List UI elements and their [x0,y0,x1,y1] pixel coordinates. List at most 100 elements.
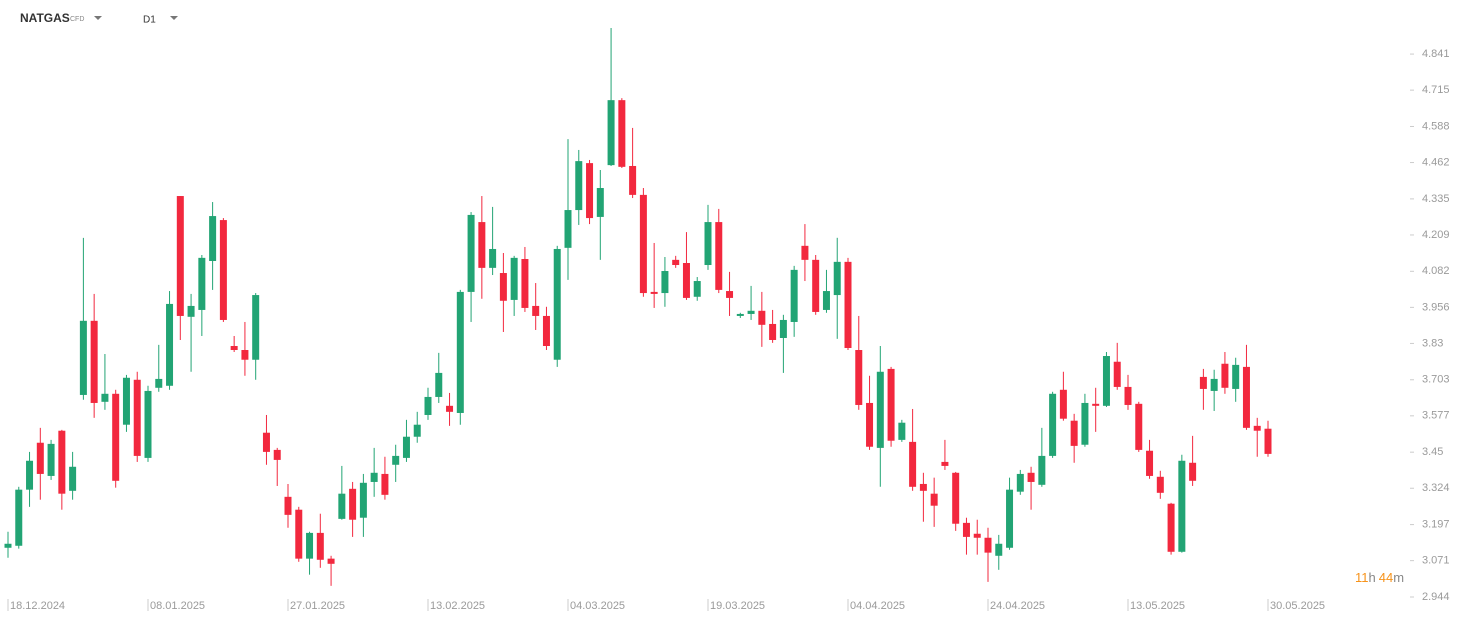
y-tick-label: 4.462 [1422,156,1450,168]
candle-body [1221,363,1229,388]
candle-body [726,291,734,298]
candle-body [327,558,335,564]
candle-body [446,405,454,412]
candle-body [230,346,238,351]
candle-body [930,493,938,506]
candle-body [801,245,809,260]
y-tick-label: 4.841 [1422,48,1450,60]
candle-body [316,532,324,560]
candle-body [855,350,863,405]
timeframe[interactable]: D1 [143,15,156,26]
candle-body [639,194,647,294]
candle-body [715,222,723,290]
y-tick-label: 3.703 [1422,374,1450,386]
candle-body [1016,473,1024,492]
candle-body [155,378,163,388]
candle-body [1027,472,1035,482]
symbol[interactable]: NATGAS [20,11,70,25]
candle-body [962,522,970,537]
candle-body [984,537,992,553]
y-tick-label: 3.83 [1422,337,1443,349]
countdown-hours: 11 [1355,570,1369,585]
y-tick-label: 3.45 [1422,446,1443,458]
candle-body [90,320,98,403]
candle-body [1178,460,1186,552]
candle-body [521,258,529,308]
countdown-unit: m [1393,570,1404,585]
candle-body [47,443,55,476]
x-tick-label: 18.12.2024 [10,600,65,612]
y-tick-label: 3.197 [1422,518,1450,530]
y-tick-label: 4.715 [1422,84,1450,96]
candle-body [844,261,852,349]
candle-body [747,310,755,314]
candle-body [564,210,572,248]
candle-body [1059,389,1067,419]
timeframe-dropdown[interactable] [170,16,178,20]
candle-body [682,263,690,298]
candle-body [866,402,874,447]
candle-body [941,461,949,466]
candle-body [812,259,820,312]
x-tick-label: 30.05.2025 [1270,600,1325,612]
candle-body [887,368,895,441]
x-tick-label: 04.04.2025 [850,600,905,612]
candle-body [4,543,12,548]
candle-body [413,424,421,437]
candle-body [402,436,410,458]
candle-body [973,533,981,538]
candle-body [112,393,120,481]
candle-body [995,543,1003,556]
candle-body [144,390,152,458]
candle-body [736,313,744,316]
candle-body [596,188,604,217]
candle-body [219,220,227,320]
candle-body [650,291,658,294]
candle-body [1081,402,1089,445]
candle-body [209,216,217,261]
candle-body [510,257,518,300]
countdown-unit: h [1369,570,1376,585]
symbol-dropdown[interactable] [94,16,102,20]
candle-body [1102,356,1110,406]
candle-body [133,379,141,456]
candle-body [769,323,777,340]
candle-body [198,257,206,310]
candle-body [1049,393,1057,456]
candle-body [1038,455,1046,485]
candle-body [101,393,109,402]
candle-body [833,261,841,296]
candle-body [822,291,830,310]
candle-body [629,165,637,195]
candle-body [15,489,23,546]
candle-body [1232,364,1240,389]
y-tick-label: 4.588 [1422,120,1450,132]
x-tick-label: 13.02.2025 [430,600,485,612]
candle-body [542,315,550,347]
candle-body [359,482,367,518]
candle-body [456,291,464,413]
candle-body [187,305,195,317]
candle-body [1070,420,1078,446]
candle-body [1124,386,1132,405]
candle-body [478,222,486,268]
candle-body [424,396,432,415]
candle-body [1167,503,1175,552]
candle-body [898,422,906,440]
candle-body [370,472,378,482]
candle-body [672,259,680,266]
y-tick-label: 4.209 [1422,229,1450,241]
y-tick-label: 3.956 [1422,301,1450,313]
candle-body [790,269,798,322]
candle-body [1189,462,1197,481]
candle-body [607,100,615,166]
candle-body [1199,376,1207,389]
candle-body [381,473,389,495]
x-tick-label: 24.04.2025 [990,600,1045,612]
candle-body [693,281,701,297]
candle-body [252,295,260,360]
x-tick-label: 13.05.2025 [1130,600,1185,612]
countdown: 11h 44m [1355,570,1404,585]
